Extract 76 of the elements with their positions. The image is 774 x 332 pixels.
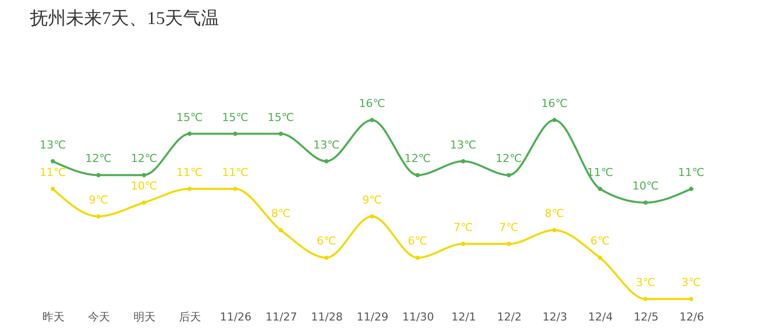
x-tick-label: 11/27 (265, 310, 298, 324)
data-label: 13℃ (450, 138, 476, 152)
x-tick-label: 11/30 (402, 310, 434, 324)
x-tick-label: 11/26 (220, 310, 252, 324)
data-label: 8℃ (544, 207, 564, 220)
x-tick-label: 12/3 (542, 310, 568, 324)
data-label: 11℃ (586, 166, 614, 179)
point (50, 186, 55, 191)
data-label: 15℃ (268, 110, 294, 124)
data-label: 12℃ (85, 152, 112, 166)
point (552, 228, 557, 232)
data-label: 13℃ (40, 138, 66, 152)
point (324, 256, 329, 260)
x-tick-label: 后天 (179, 310, 202, 324)
chart-title: 抚州未来7天、15天气温 (29, 8, 219, 28)
data-label: 8℃ (271, 207, 290, 220)
data-label: 7℃ (454, 220, 473, 234)
point (643, 200, 648, 205)
data-label: 12℃ (496, 152, 522, 166)
data-label: 12℃ (404, 152, 431, 166)
data-label: 11℃ (176, 166, 203, 179)
data-label: 7℃ (499, 220, 518, 234)
data-label: 3℃ (636, 276, 656, 289)
data-label: 6℃ (590, 234, 610, 248)
x-tick-label: 今天 (88, 310, 110, 324)
data-label: 16℃ (358, 97, 386, 110)
x-tick-label: 12/4 (588, 310, 613, 324)
point (506, 172, 511, 178)
point (506, 242, 511, 246)
data-label: 11℃ (40, 166, 66, 179)
data-label: 15℃ (176, 110, 203, 124)
data-label: 9℃ (362, 193, 382, 206)
point (415, 256, 420, 260)
point (96, 172, 101, 178)
point (461, 159, 466, 164)
point (598, 186, 602, 191)
point (96, 214, 101, 218)
data-label: 11℃ (222, 166, 248, 179)
point (461, 242, 466, 246)
point (689, 296, 694, 302)
point (324, 159, 329, 164)
x-tick-label: 昨天 (42, 310, 64, 324)
point (142, 200, 146, 205)
data-label: 15℃ (222, 110, 248, 124)
point (415, 172, 420, 178)
x-tick-label: 明天 (134, 310, 156, 324)
data-label: 9℃ (88, 193, 108, 206)
point (598, 256, 602, 260)
x-tick-label: 12/6 (679, 310, 704, 324)
data-label: 3℃ (682, 276, 701, 289)
point (233, 132, 238, 136)
point (552, 118, 557, 122)
data-label: 13℃ (313, 138, 340, 152)
data-label: 12℃ (130, 152, 158, 166)
data-label: 11℃ (678, 166, 704, 179)
x-tick-label: 11/29 (356, 310, 388, 324)
point (278, 132, 283, 136)
point (233, 186, 238, 191)
data-label: 6℃ (316, 234, 336, 248)
point (142, 172, 146, 178)
x-tick-label: 12/2 (496, 310, 522, 324)
x-tick-label: 12/5 (634, 310, 658, 324)
point (643, 296, 648, 302)
point (370, 214, 374, 218)
point (50, 159, 55, 164)
point (187, 186, 192, 191)
point (278, 228, 283, 232)
point (370, 118, 374, 122)
data-label: 10℃ (632, 180, 659, 193)
data-label: 10℃ (130, 180, 158, 193)
data-label: 16℃ (541, 97, 568, 110)
x-tick-label: 12/1 (451, 310, 476, 324)
point (187, 132, 192, 136)
x-tick-label: 11/28 (311, 310, 343, 324)
data-label: 6℃ (408, 234, 428, 248)
point (689, 186, 694, 191)
